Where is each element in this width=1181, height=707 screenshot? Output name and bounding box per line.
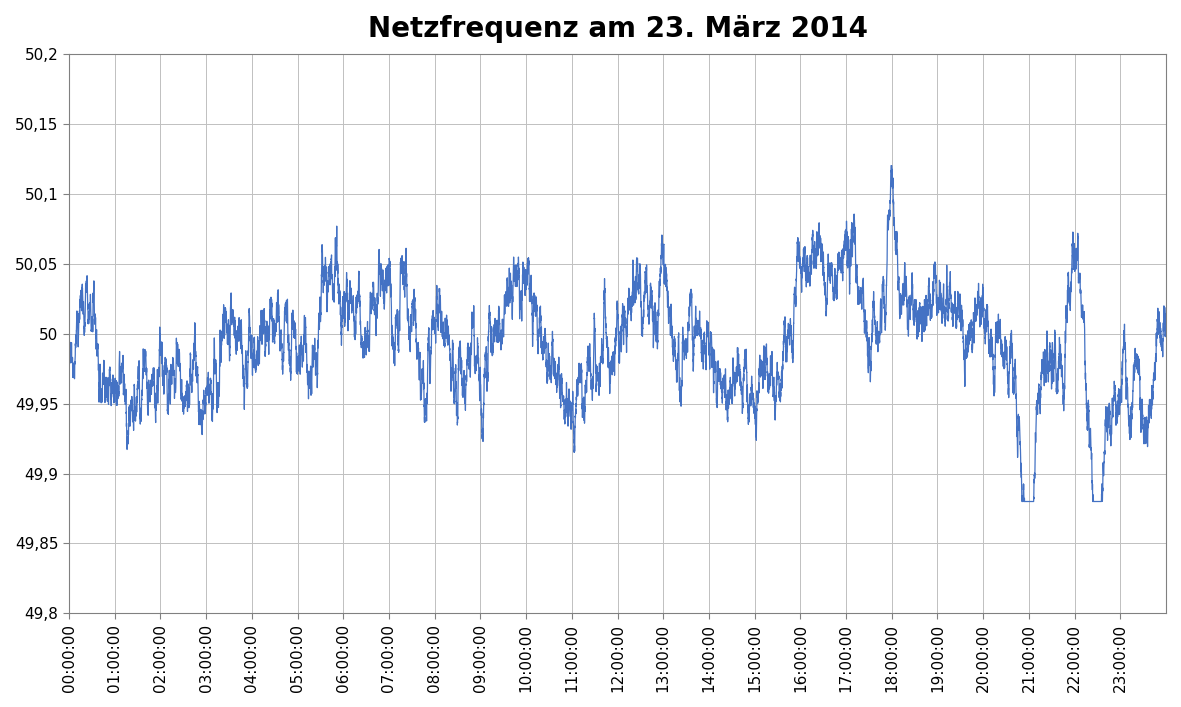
Title: Netzfrequenz am 23. März 2014: Netzfrequenz am 23. März 2014 (367, 15, 868, 43)
